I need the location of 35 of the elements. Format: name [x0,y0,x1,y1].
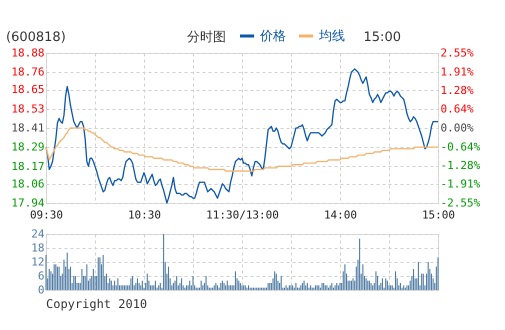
x-tick-label: 10:30 [128,208,162,222]
y-tick-label: 18.88 [11,46,44,60]
chart-subtitle: 分时图 [187,30,226,45]
y-tick-label: 18.65 [11,83,44,96]
y2-tick-label: 2.55% [440,46,474,60]
y-tick-label: 18.76 [11,66,44,79]
y2-tick-label: -1.28% [440,159,481,172]
y-tick-label: 18.53 [11,102,44,116]
x-tick-label: 11:30/13:00 [206,208,279,222]
y-tick-label: 17.94 [11,196,45,210]
y-tick-label: 6 [38,270,44,282]
y2-tick-label: 0.64% [440,102,474,116]
x-tick-label: 14:00 [324,208,358,222]
y2-tick-label: 0.00% [440,122,474,134]
y-tick-label: 18 [31,242,44,254]
y-tick-label: 0 [38,284,44,296]
chart-title: (600818) [6,30,66,45]
y2-tick-label: 1.28% [440,84,474,97]
y2-tick-label: 1.91% [440,65,474,78]
text: Copyright 2010 [46,297,148,311]
line-series [45,127,439,172]
x-tick-label: 15:00 [422,208,456,222]
y-tick-label: 18.41 [11,122,44,134]
legend-label: 价格 [259,29,286,44]
text: 15:00 [364,30,401,45]
y-tick-label: 12 [31,256,44,268]
y-tick-label: 18.06 [11,177,44,190]
y-tick-label: 18.17 [11,160,44,173]
y2-tick-label: -1.91% [440,178,481,191]
legend-label: 均线 [318,29,346,44]
y2-tick-label: -2.55% [440,196,481,210]
y-tick-label: 24 [31,228,45,240]
y-tick-label: 18.29 [11,140,44,154]
y2-tick-label: -0.64% [440,140,481,154]
x-tick-label: 09:30 [30,208,64,222]
